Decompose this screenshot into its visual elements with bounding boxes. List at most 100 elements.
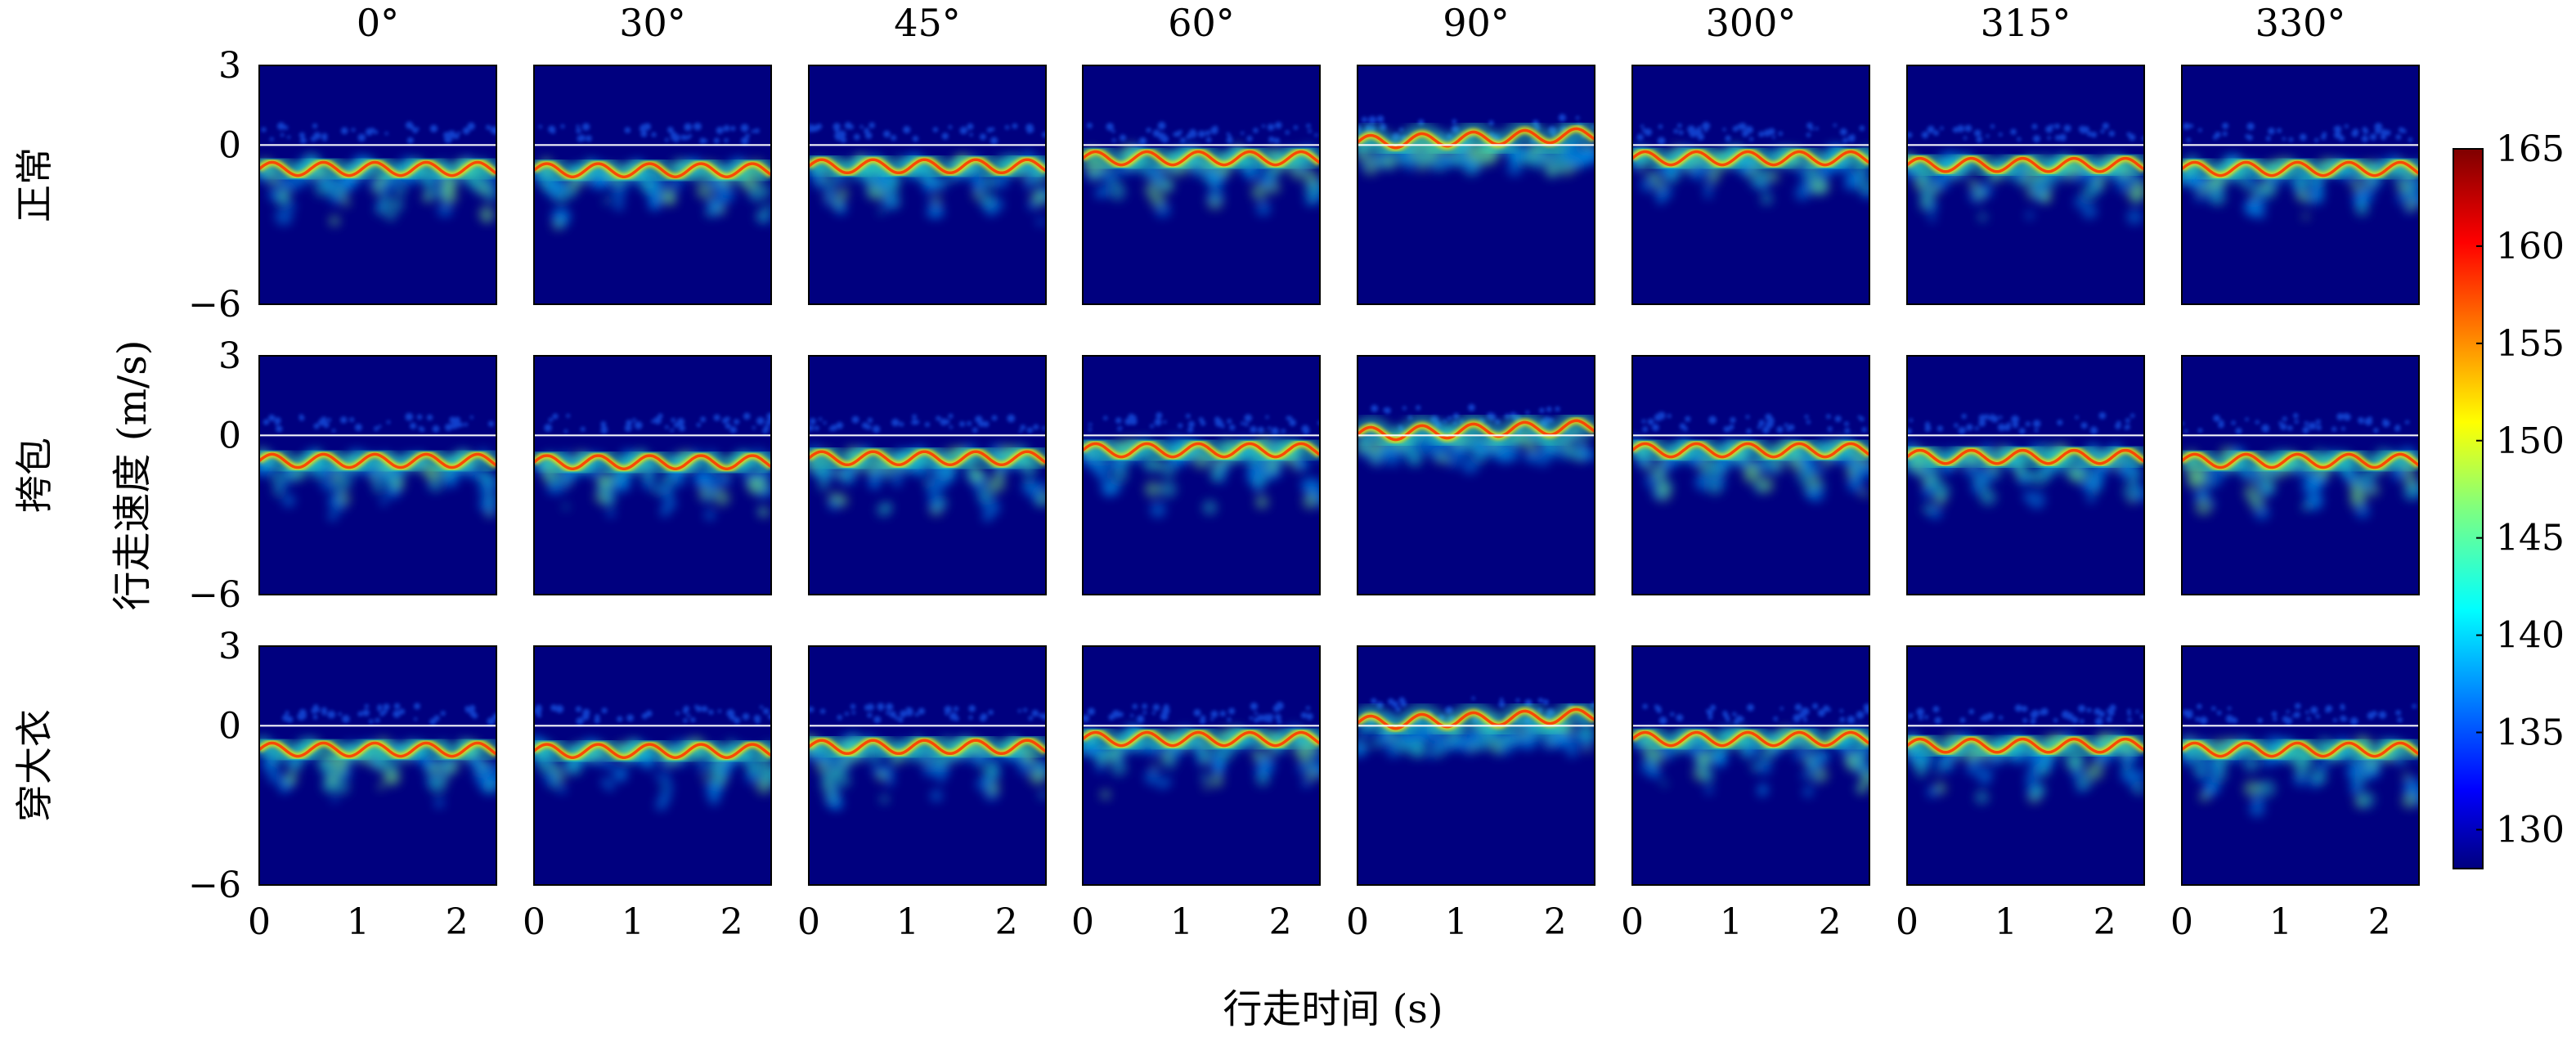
spectrogram-panel xyxy=(1357,65,1595,305)
spectrogram-panel xyxy=(1082,645,1321,886)
spectrogram-panel xyxy=(1631,355,1870,595)
x-tick-label: 2 xyxy=(1269,901,1292,943)
y-axis-label: 行走速度 (m/s) xyxy=(110,339,155,610)
x-tick-label: 0 xyxy=(1071,901,1094,943)
spectrogram-panel xyxy=(1357,645,1595,886)
panel-frame xyxy=(533,355,772,595)
x-tick-label: 0 xyxy=(523,901,545,943)
row-title: 挎包 xyxy=(12,438,56,513)
panel-frame xyxy=(1357,355,1595,595)
panel-background xyxy=(1358,65,1595,304)
x-tick-label: 0 xyxy=(2170,901,2193,943)
spectrogram-panel xyxy=(2181,355,2420,595)
spectrogram-panel xyxy=(258,355,497,595)
spectrogram-panel xyxy=(533,65,772,305)
panel-frame xyxy=(1357,65,1595,305)
y-tick-label: 0 xyxy=(218,124,241,166)
x-tick-label: 1 xyxy=(622,901,644,943)
column-title: 315° xyxy=(1981,1,2071,45)
panel-frame xyxy=(1082,645,1321,886)
y-tick-label: −6 xyxy=(188,574,241,616)
panel-frame xyxy=(258,355,497,595)
column-title: 90° xyxy=(1443,1,1510,45)
panel-grid xyxy=(258,65,2420,886)
panel-frame xyxy=(258,65,497,305)
figure-labels: 30−630−60 1 230−60 1 2 0 1 2 0 1 2 0 1 2 0 1 2 0 1 2 0 1 20° 30… xyxy=(12,1,2391,1032)
x-tick-label: 1 xyxy=(1995,901,2017,943)
x-tick-label: 0 xyxy=(1896,901,1919,943)
colorbar-tick-label: 155 xyxy=(2496,323,2565,365)
colorbar-tick-label: 160 xyxy=(2496,226,2565,267)
spectrogram-panel xyxy=(1906,355,2145,595)
y-tick-label: 3 xyxy=(218,335,241,377)
x-tick-label: 0 xyxy=(248,901,271,943)
y-tick-label: 0 xyxy=(218,415,241,456)
spectrogram-panel xyxy=(1357,355,1595,595)
spectrogram-panel xyxy=(533,645,772,886)
panel-frame xyxy=(258,645,497,886)
panel-frame xyxy=(1357,645,1595,886)
x-tick-label: 2 xyxy=(1544,901,1567,943)
x-tick-label: 1 xyxy=(1445,901,1468,943)
y-tick-label: 3 xyxy=(218,626,241,667)
spectrogram-panel xyxy=(258,645,497,886)
panel-frame xyxy=(1906,65,2145,305)
spectrogram-panel xyxy=(1906,645,2145,886)
spectrogram-panel xyxy=(533,355,772,595)
x-tick-label: 2 xyxy=(1819,901,1842,943)
panel-frame xyxy=(1631,355,1870,595)
column-title: 0° xyxy=(357,1,399,45)
column-title: 30° xyxy=(619,1,686,45)
row-title: 穿大衣 xyxy=(12,709,56,822)
panel-frame xyxy=(2181,645,2420,886)
spectrogram-panel xyxy=(1082,355,1321,595)
x-tick-label: 1 xyxy=(1170,901,1193,943)
x-tick-label: 0 xyxy=(797,901,820,943)
panel-frame xyxy=(808,355,1047,595)
panel-frame xyxy=(2181,355,2420,595)
colorbar-tick-label: 130 xyxy=(2496,809,2565,851)
panel-frame xyxy=(1082,65,1321,305)
x-tick-label: 2 xyxy=(446,901,469,943)
spectrogram-panel xyxy=(1631,645,1870,886)
panel-frame xyxy=(1082,355,1321,595)
y-tick-label: −6 xyxy=(188,284,241,326)
row-title: 正常 xyxy=(12,147,56,222)
colorbar-tick-label: 150 xyxy=(2496,420,2565,462)
colorbar-bar xyxy=(2453,148,2484,869)
colorbar-tick-label: 135 xyxy=(2496,712,2565,754)
x-tick-label: 2 xyxy=(720,901,743,943)
panel-frame xyxy=(808,65,1047,305)
panel-frame xyxy=(1906,355,2145,595)
panel-frame xyxy=(1906,645,2145,886)
panel-background xyxy=(1358,646,1595,885)
panel-frame xyxy=(2181,65,2420,305)
x-tick-label: 1 xyxy=(347,901,370,943)
column-title: 330° xyxy=(2255,1,2346,45)
y-tick-label: 3 xyxy=(218,45,241,87)
panel-frame xyxy=(533,65,772,305)
x-tick-label: 0 xyxy=(1346,901,1369,943)
colorbar-tick-label: 145 xyxy=(2496,518,2565,559)
column-title: 300° xyxy=(1706,1,1797,45)
spectrogram-panel xyxy=(808,355,1047,595)
spectrogram-panel xyxy=(808,65,1047,305)
spectrogram-panel xyxy=(258,65,497,305)
panel-frame xyxy=(1631,65,1870,305)
x-tick-label: 1 xyxy=(2269,901,2292,943)
colorbar-tick-label: 165 xyxy=(2496,128,2565,170)
spectrogram-panel xyxy=(2181,645,2420,886)
spectrogram-panel xyxy=(2181,65,2420,305)
colorbar-tick-label: 140 xyxy=(2496,615,2565,657)
panel-frame xyxy=(1631,645,1870,886)
x-tick-label: 2 xyxy=(2094,901,2116,943)
x-tick-label: 1 xyxy=(896,901,919,943)
panel-frame xyxy=(808,645,1047,886)
panel-frame xyxy=(533,645,772,886)
column-title: 45° xyxy=(894,1,961,45)
column-title: 60° xyxy=(1168,1,1235,45)
x-axis-label: 行走时间 (s) xyxy=(1223,986,1443,1032)
spectrogram-panel xyxy=(808,645,1047,886)
x-tick-label: 1 xyxy=(1720,901,1743,943)
